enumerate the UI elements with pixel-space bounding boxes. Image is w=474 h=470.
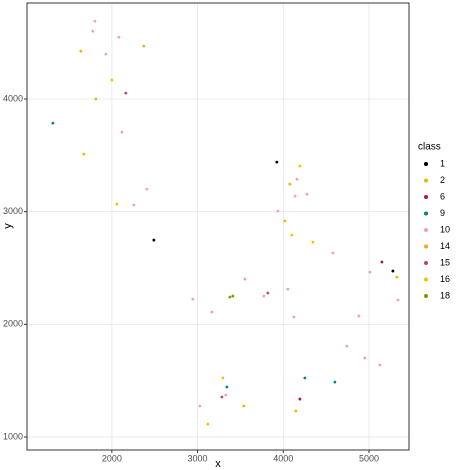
point [283, 219, 287, 223]
point [82, 152, 86, 156]
point [293, 194, 297, 198]
point [110, 78, 114, 82]
point [242, 404, 246, 408]
legend-label: 16 [440, 274, 450, 284]
point [290, 233, 294, 237]
legend-label: 14 [440, 241, 450, 251]
point [145, 187, 149, 191]
point [220, 395, 224, 399]
point [288, 182, 292, 186]
point [210, 310, 214, 314]
x-tick-label: 2000 [102, 453, 122, 463]
x-tick-label: 4000 [273, 453, 293, 463]
point [311, 240, 315, 244]
point [120, 130, 124, 134]
point [115, 202, 119, 206]
point [395, 275, 399, 279]
point [292, 315, 296, 319]
point [243, 277, 247, 281]
point [294, 409, 298, 413]
point [303, 376, 307, 380]
legend-key [424, 228, 428, 232]
point [262, 294, 266, 298]
x-tick-label: 3000 [188, 453, 208, 463]
point [345, 344, 349, 348]
point [104, 52, 108, 56]
legend-label: 18 [440, 290, 450, 300]
point [228, 295, 232, 299]
point [132, 203, 136, 207]
grid [27, 3, 409, 450]
legend-label: 1 [440, 158, 445, 168]
point [368, 270, 372, 274]
point [331, 251, 335, 255]
y-tick-label: 2000 [3, 319, 23, 329]
y-tick-label: 1000 [3, 431, 23, 441]
points [51, 19, 400, 426]
point [142, 44, 146, 48]
legend-key [424, 211, 428, 216]
point [298, 164, 302, 168]
point [225, 385, 229, 389]
point [333, 380, 337, 384]
point [275, 160, 279, 164]
plot-panel [27, 3, 409, 450]
legend-label: 2 [440, 175, 445, 185]
legend-label: 6 [440, 191, 445, 201]
x-tick-label: 5000 [359, 453, 379, 463]
point [94, 97, 98, 101]
legend-label: 10 [440, 224, 450, 234]
y-tick-label: 3000 [3, 206, 23, 216]
point [391, 269, 395, 273]
point [295, 177, 299, 181]
legend-key [424, 195, 428, 199]
point [276, 209, 280, 213]
point [191, 297, 195, 301]
panel-border [26, 2, 410, 451]
point [224, 393, 228, 397]
point [198, 404, 202, 408]
point [286, 287, 290, 291]
point [79, 49, 83, 53]
point [91, 29, 95, 33]
point [51, 121, 55, 125]
point [396, 298, 400, 302]
point [298, 397, 302, 401]
point [305, 192, 309, 196]
point [378, 363, 382, 367]
legend-title: class [418, 142, 441, 153]
legend-key [424, 294, 428, 298]
legend-key [424, 162, 428, 166]
point [380, 260, 384, 264]
point [357, 314, 361, 318]
y-tick-label: 4000 [3, 93, 23, 103]
x-axis-title: x [215, 458, 221, 470]
point [363, 356, 367, 360]
legend-label: 9 [440, 208, 445, 218]
point [152, 238, 156, 242]
point [206, 422, 210, 426]
point [231, 294, 235, 298]
legend-key [424, 178, 428, 183]
point [93, 19, 97, 23]
legend-key [424, 261, 428, 265]
point [124, 91, 128, 95]
legend-key [424, 244, 428, 249]
point [266, 291, 270, 295]
legend-key [424, 277, 428, 282]
point [117, 35, 121, 39]
point [221, 376, 225, 380]
legend-label: 15 [440, 257, 450, 267]
y-axis-title: y [2, 223, 14, 229]
